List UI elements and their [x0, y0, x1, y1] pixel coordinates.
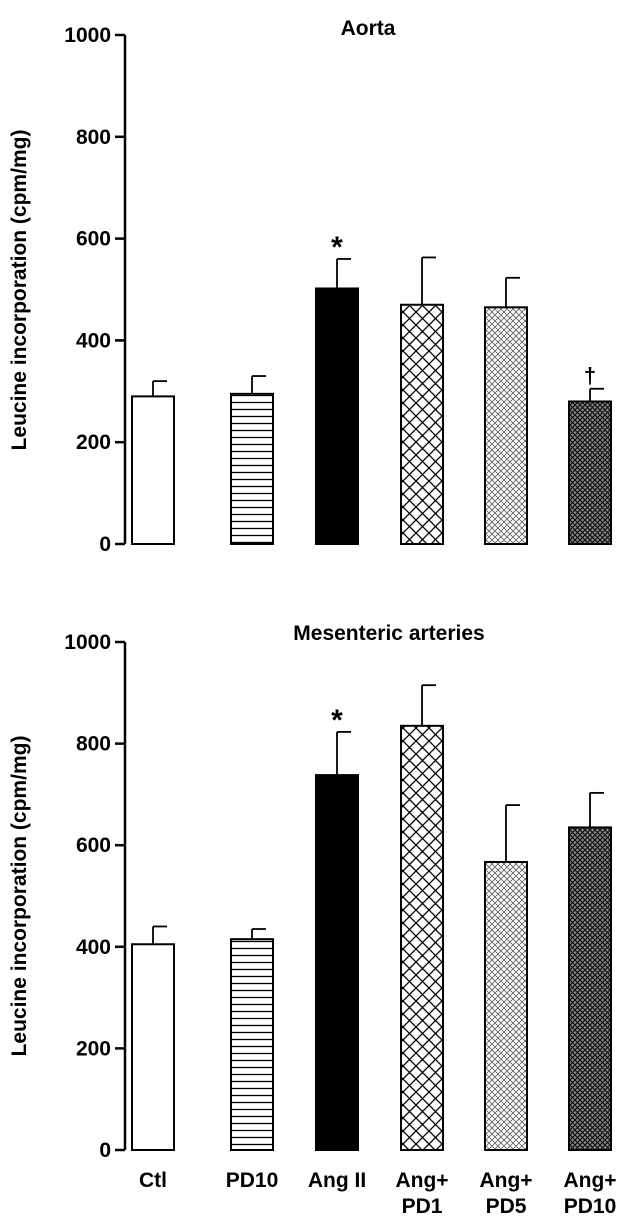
chart-title: Mesenteric arteries: [293, 622, 484, 645]
y-ticks: 0 200 400 600 800 1000: [64, 631, 125, 1162]
y-tick-label: 600: [76, 228, 111, 251]
y-tick-label: 0: [99, 533, 111, 556]
y-axis-label: Leucine incorporation (cpm/mg): [8, 130, 31, 451]
error-bar: [152, 380, 167, 397]
bar: [484, 306, 528, 545]
x-axis-labels: Ctl PD10 Ang II Ang+ PD1 Ang+ PD5 Ang+ PD10: [139, 1169, 617, 1218]
x-tick-label: Ang II: [308, 1169, 366, 1192]
y-tick-label: 1000: [64, 24, 111, 47]
bars: [131, 287, 612, 546]
x-tick-label: Ctl: [139, 1169, 167, 1192]
error-bar: [152, 925, 167, 945]
y-tick-label: 800: [76, 733, 111, 756]
bar: [131, 943, 175, 1152]
y-tick-label: 200: [76, 431, 111, 454]
significance-dagger: †: [584, 363, 596, 388]
bar: [230, 392, 274, 545]
x-tick-label: PD10: [226, 1169, 279, 1192]
bar: [484, 860, 528, 1151]
x-tick-label-line2: PD5: [486, 1195, 527, 1218]
bars: [131, 724, 612, 1152]
x-tick-label-line2: PD1: [402, 1195, 443, 1218]
bar: [568, 400, 612, 546]
aorta-panel: Aorta Leucine incorporation (cpm/mg) 0 20…: [8, 17, 612, 556]
error-bar: [589, 791, 604, 828]
error-bars: [152, 684, 604, 945]
y-ticks: 0 200 400 600 800 1000: [64, 24, 125, 556]
y-tick-label: 1000: [64, 631, 111, 654]
x-tick-label: Ang+: [479, 1169, 532, 1192]
error-bar: [589, 387, 604, 402]
y-tick-label: 400: [76, 936, 111, 959]
y-tick-label: 200: [76, 1037, 111, 1060]
error-bars: [152, 256, 604, 402]
annotations: *: [331, 704, 343, 737]
x-tick-label: Ang+: [395, 1169, 448, 1192]
bar: [315, 287, 359, 545]
error-bar: [421, 256, 436, 305]
x-tick-label-line2: PD10: [564, 1195, 617, 1218]
y-tick-label: 0: [99, 1139, 111, 1162]
mesenteric-panel: Mesenteric arteries Leucine incorporatio…: [8, 622, 612, 1162]
annotations: *†: [331, 231, 596, 388]
bar: [131, 395, 175, 546]
error-bar: [505, 804, 520, 862]
y-axis-label: Leucine incorporation (cpm/mg): [8, 736, 31, 1057]
x-tick-label: Ang+: [563, 1169, 616, 1192]
bar: [568, 826, 612, 1151]
error-bar: [336, 258, 351, 289]
significance-asterisk: *: [331, 704, 343, 737]
bar: [315, 774, 359, 1151]
chart-title: Aorta: [341, 17, 396, 40]
y-tick-label: 800: [76, 126, 111, 149]
bar: [400, 724, 444, 1151]
y-tick-label: 600: [76, 834, 111, 857]
significance-asterisk: *: [331, 231, 343, 264]
error-bar: [251, 928, 266, 940]
error-bar: [421, 684, 436, 726]
error-bar: [336, 731, 351, 776]
error-bar: [505, 276, 520, 308]
y-tick-label: 400: [76, 329, 111, 352]
error-bar: [251, 375, 266, 394]
bar: [230, 938, 274, 1151]
bar: [400, 303, 444, 545]
